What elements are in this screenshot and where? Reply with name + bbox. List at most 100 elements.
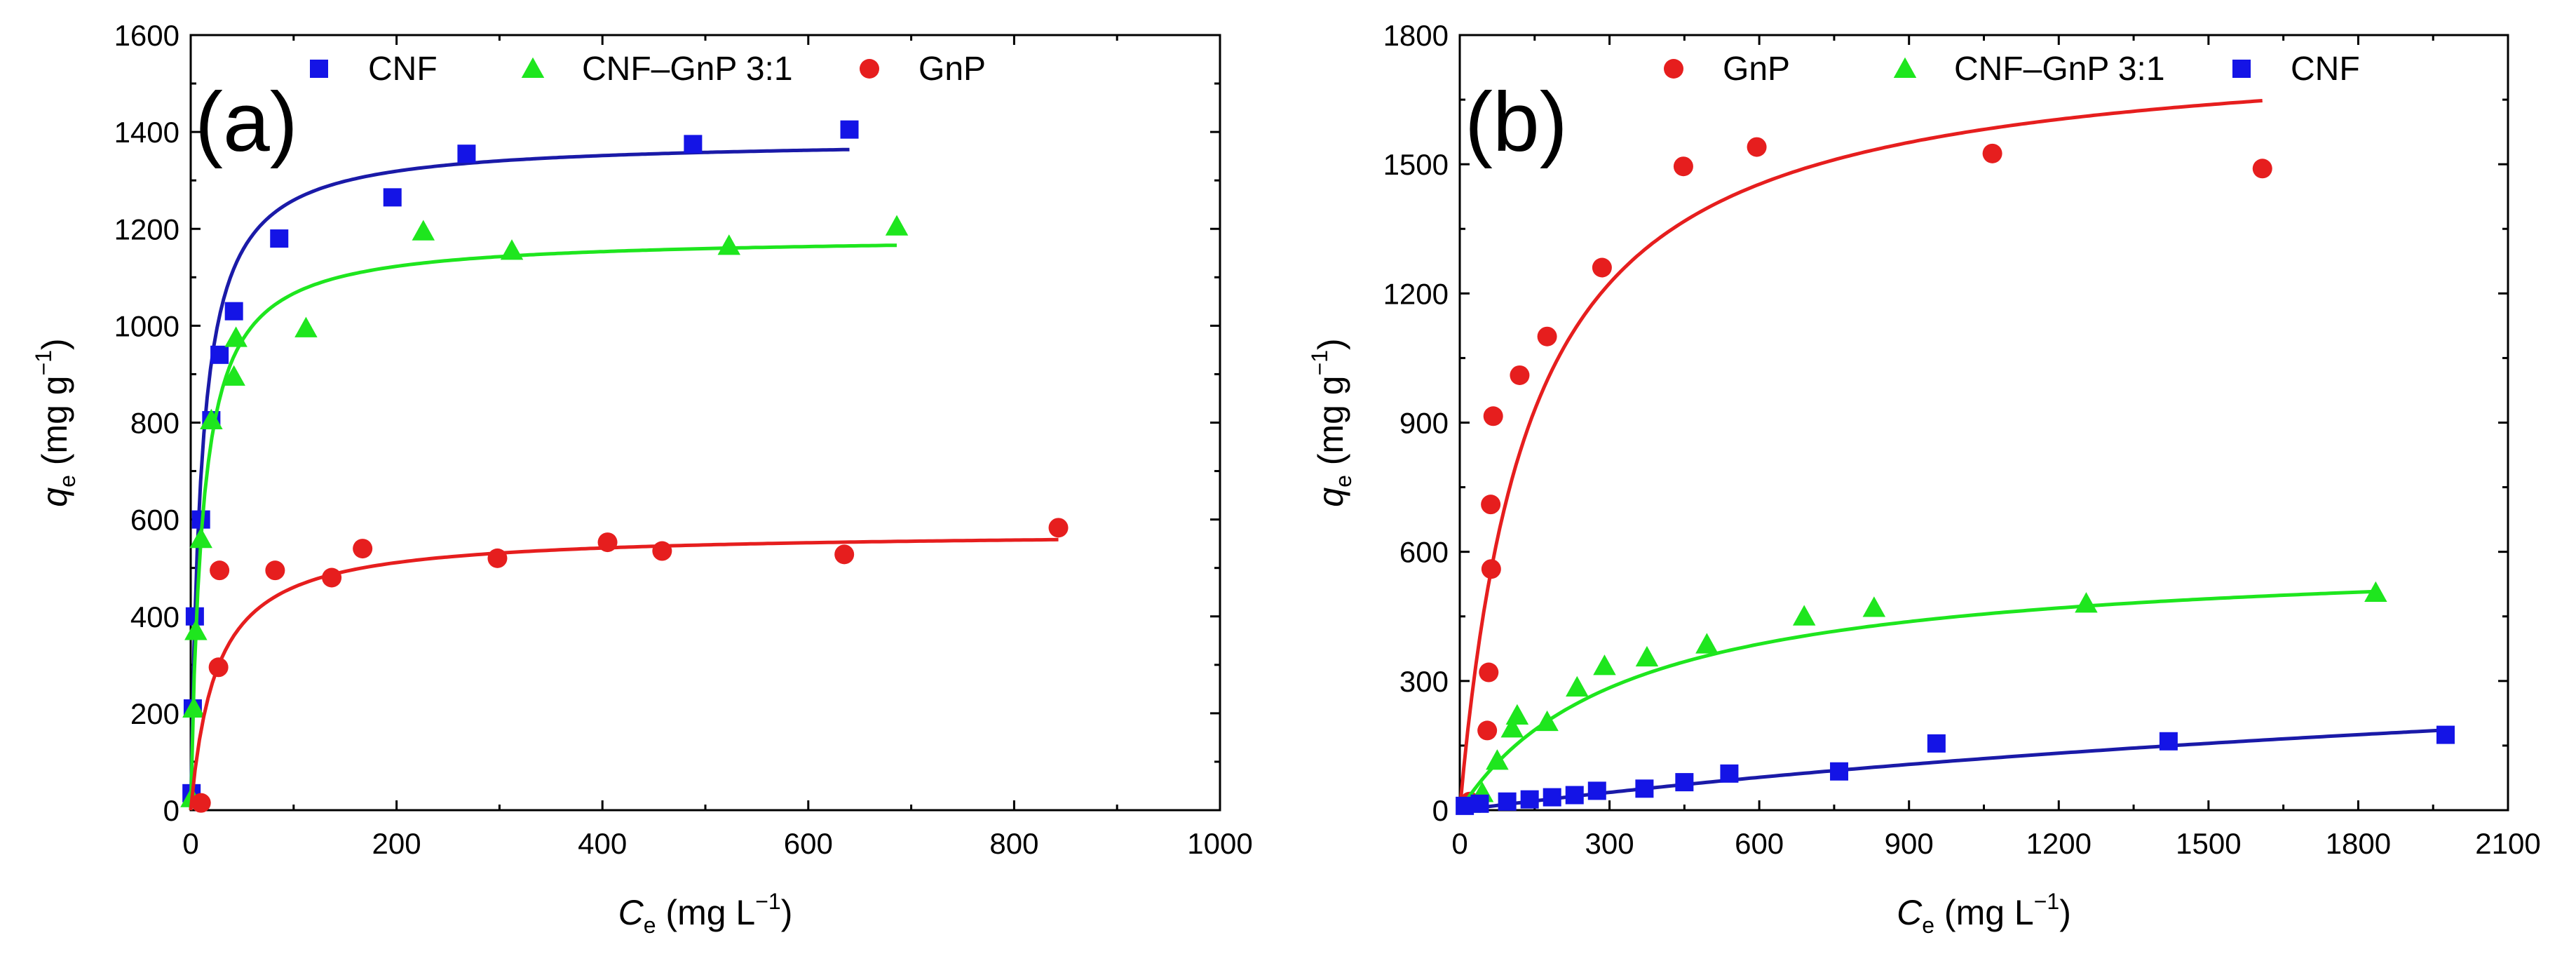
legend-marker — [2232, 60, 2251, 78]
data-point — [1587, 781, 1606, 800]
panel-label: (a) — [195, 75, 298, 169]
data-point — [353, 539, 373, 559]
data-point — [1695, 633, 1719, 654]
x-tick-label: 800 — [989, 827, 1038, 860]
data-point — [1483, 406, 1503, 426]
x-axis-label: Ce (mg L−1) — [618, 889, 793, 938]
x-tick-label: 600 — [1735, 827, 1784, 860]
data-point — [224, 326, 248, 347]
fit-curve — [1458, 99, 2263, 811]
y-tick-label: 1400 — [114, 116, 179, 149]
legend-label: CNF–GnP 3:1 — [582, 51, 793, 88]
fit-curve — [189, 537, 1059, 811]
y-tick-label: 600 — [1399, 536, 1449, 569]
x-tick-label: 0 — [182, 827, 198, 860]
y-tick-label: 400 — [130, 600, 179, 633]
data-point — [1520, 790, 1539, 809]
data-point — [885, 215, 909, 236]
legend-marker — [1893, 57, 1917, 78]
legend-label: CNF — [368, 51, 438, 88]
y-tick-label: 1000 — [114, 309, 179, 342]
x-tick-label: 900 — [1885, 827, 1934, 860]
series-circle — [189, 518, 1069, 813]
data-point — [1675, 773, 1694, 792]
data-point — [500, 239, 524, 260]
chart-a: 0 200 400 600 800 1000 0 200 400 600 800 1000 1200 14… — [31, 19, 1253, 938]
series-circle — [1458, 99, 2272, 812]
data-point — [210, 345, 229, 364]
data-point — [270, 229, 289, 248]
legend-label: CNF — [2291, 51, 2360, 88]
y-tick-label: 300 — [1399, 665, 1449, 698]
data-point — [1927, 734, 1946, 753]
data-point — [652, 541, 672, 561]
x-tick-label: 400 — [578, 827, 627, 860]
data-point — [834, 544, 855, 565]
data-point — [1537, 326, 1557, 347]
legend-marker — [860, 59, 879, 79]
data-point — [1635, 779, 1654, 798]
legend-label: CNF–GnP 3:1 — [1954, 51, 2165, 88]
data-point — [1593, 654, 1616, 675]
legend-label: GnP — [1723, 51, 1790, 88]
x-tick-label: 1200 — [2026, 827, 2092, 860]
data-point — [1477, 720, 1498, 741]
data-point — [208, 657, 229, 678]
data-point — [1720, 764, 1739, 783]
y-tick-label: 800 — [130, 407, 179, 440]
data-point — [1048, 518, 1069, 538]
x-tick-label: 300 — [1585, 827, 1634, 860]
data-point — [1500, 717, 1524, 738]
data-point — [1505, 704, 1529, 725]
y-tick-label: 0 — [163, 794, 179, 827]
data-point — [597, 532, 618, 553]
data-point — [840, 120, 859, 139]
data-point — [1862, 596, 1886, 617]
data-point — [189, 527, 212, 549]
data-point — [1830, 762, 1849, 781]
x-tick-label: 0 — [1451, 827, 1467, 860]
y-axis-label: qe (mg g−1) — [1307, 338, 1356, 506]
fit-curve — [189, 243, 897, 811]
fit-curve — [1458, 589, 2376, 812]
data-point — [1479, 662, 1499, 683]
data-point — [1470, 794, 1489, 813]
data-point — [1792, 605, 1816, 626]
data-point — [322, 567, 342, 588]
y-tick-label: 1600 — [114, 19, 179, 52]
legend-label: GnP — [918, 51, 986, 88]
data-point — [191, 793, 211, 813]
data-point — [1481, 559, 1501, 579]
series-triangle — [1458, 581, 2387, 813]
x-tick-label: 600 — [784, 827, 833, 860]
data-point — [1592, 257, 1612, 278]
data-point — [1481, 495, 1501, 515]
legend-marker — [1664, 59, 1683, 79]
y-tick-label: 200 — [130, 697, 179, 730]
data-point — [2075, 592, 2098, 613]
x-tick-label: 200 — [372, 827, 421, 860]
legend-marker — [310, 60, 328, 78]
x-tick-label: 1500 — [2176, 827, 2241, 860]
data-point — [1536, 710, 1559, 732]
data-point — [2252, 159, 2272, 179]
fit-curve — [1459, 728, 2446, 812]
y-tick-label: 1800 — [1383, 19, 1449, 52]
data-point — [487, 548, 508, 568]
data-point — [1510, 365, 1530, 385]
chart-b: 0 300 600 900 1200 1500 1800 2100 0 300 600 900 1200… — [1307, 19, 2541, 938]
data-point — [2364, 581, 2387, 602]
data-point — [383, 188, 402, 207]
panel-label: (b) — [1465, 75, 1568, 169]
legend-marker — [521, 57, 545, 78]
data-point — [1486, 749, 1509, 770]
series-square — [1456, 725, 2455, 815]
data-point — [224, 302, 243, 321]
data-point — [1565, 786, 1584, 805]
data-point — [717, 234, 741, 255]
fit-curve — [189, 147, 850, 811]
data-point — [1566, 675, 1589, 697]
data-point — [1747, 137, 1767, 157]
data-point — [265, 560, 285, 581]
data-point — [200, 408, 223, 430]
